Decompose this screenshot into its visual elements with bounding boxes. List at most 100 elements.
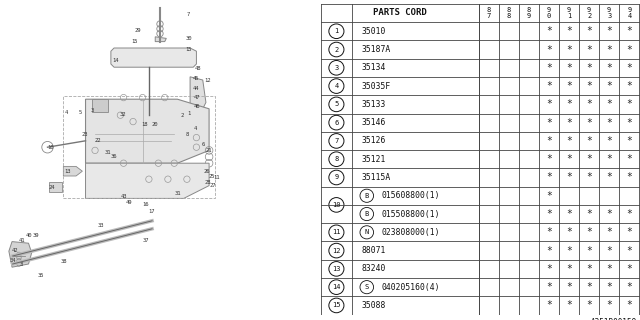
Text: *: *	[546, 26, 552, 36]
Text: 1: 1	[334, 28, 339, 34]
Text: 46: 46	[194, 104, 200, 109]
Text: *: *	[627, 81, 632, 91]
Text: 45: 45	[193, 76, 200, 81]
Text: 39: 39	[33, 233, 39, 238]
Text: 9
1: 9 1	[567, 7, 572, 19]
Text: 35121: 35121	[361, 155, 385, 164]
Text: 3: 3	[91, 108, 94, 113]
Text: 8: 8	[334, 156, 339, 162]
Text: *: *	[546, 227, 552, 237]
Text: 9
4: 9 4	[627, 7, 632, 19]
Text: *: *	[606, 26, 612, 36]
Text: 35134: 35134	[361, 63, 385, 72]
Polygon shape	[86, 163, 209, 198]
Text: 2: 2	[334, 46, 339, 52]
Text: 10: 10	[47, 145, 53, 150]
Text: *: *	[627, 209, 632, 219]
Text: *: *	[586, 81, 592, 91]
Text: 4: 4	[194, 125, 197, 131]
Text: 32: 32	[120, 112, 126, 117]
Text: 88071: 88071	[361, 246, 385, 255]
Text: N: N	[365, 229, 369, 235]
Text: 40: 40	[25, 233, 32, 238]
Text: *: *	[566, 282, 572, 292]
Text: *: *	[586, 264, 592, 274]
Text: *: *	[606, 227, 612, 237]
Text: 5: 5	[78, 110, 81, 115]
Text: 42: 42	[12, 248, 19, 253]
Text: *: *	[606, 44, 612, 54]
Text: *: *	[546, 154, 552, 164]
Text: *: *	[627, 136, 632, 146]
Text: 44: 44	[193, 86, 200, 92]
Text: 23: 23	[82, 132, 88, 137]
Text: 16: 16	[143, 202, 149, 207]
Text: 11: 11	[332, 229, 340, 235]
Text: *: *	[627, 100, 632, 109]
Text: 83240: 83240	[361, 264, 385, 273]
Text: *: *	[566, 264, 572, 274]
Text: 8
9: 8 9	[527, 7, 531, 19]
Polygon shape	[49, 182, 62, 192]
Text: *: *	[546, 209, 552, 219]
Text: *: *	[586, 300, 592, 310]
Text: *: *	[627, 300, 632, 310]
Text: *: *	[566, 26, 572, 36]
Text: 015508800(1): 015508800(1)	[381, 210, 440, 219]
Text: 13: 13	[64, 169, 70, 174]
Text: 8
7: 8 7	[486, 7, 491, 19]
Text: 14: 14	[113, 58, 119, 63]
Text: *: *	[606, 282, 612, 292]
Text: *: *	[586, 136, 592, 146]
Text: 35133: 35133	[361, 100, 385, 109]
Text: *: *	[566, 81, 572, 91]
Text: 3: 3	[20, 261, 23, 267]
Text: *: *	[546, 136, 552, 146]
Text: *: *	[627, 154, 632, 164]
Text: S: S	[365, 284, 369, 290]
Text: *: *	[627, 245, 632, 256]
Polygon shape	[63, 166, 83, 176]
Text: 38: 38	[61, 259, 67, 264]
Text: PARTS CORD: PARTS CORD	[373, 8, 427, 18]
Text: B: B	[365, 193, 369, 199]
Text: 41: 41	[19, 237, 25, 243]
Text: 15: 15	[131, 39, 138, 44]
Text: 21: 21	[205, 148, 212, 153]
Text: *: *	[586, 63, 592, 73]
Text: 7: 7	[187, 12, 190, 17]
Text: *: *	[627, 172, 632, 182]
Text: *: *	[586, 100, 592, 109]
Text: 11: 11	[213, 175, 220, 180]
Text: *: *	[627, 282, 632, 292]
Text: 47: 47	[194, 95, 200, 100]
Text: 015608800(1): 015608800(1)	[381, 191, 440, 200]
Text: *: *	[546, 264, 552, 274]
Text: 13: 13	[332, 266, 340, 272]
Polygon shape	[190, 77, 206, 109]
Polygon shape	[156, 37, 166, 42]
Text: 34: 34	[10, 258, 17, 263]
Text: *: *	[546, 172, 552, 182]
Text: 1: 1	[187, 111, 190, 116]
Text: *: *	[566, 154, 572, 164]
Text: *: *	[566, 209, 572, 219]
Text: A351B00159: A351B00159	[591, 318, 637, 320]
Text: 35187A: 35187A	[361, 45, 390, 54]
Text: 8: 8	[186, 132, 189, 137]
Text: 6: 6	[201, 141, 204, 147]
Text: *: *	[606, 154, 612, 164]
Text: *: *	[546, 63, 552, 73]
Text: 4: 4	[65, 110, 68, 115]
Text: *: *	[586, 209, 592, 219]
Text: 2: 2	[180, 113, 184, 118]
Text: *: *	[586, 154, 592, 164]
Text: *: *	[586, 26, 592, 36]
Text: 22: 22	[95, 138, 102, 143]
Text: 24: 24	[49, 185, 56, 190]
Text: 31: 31	[174, 191, 180, 196]
Text: 35: 35	[38, 273, 44, 278]
Text: *: *	[566, 63, 572, 73]
Polygon shape	[9, 242, 32, 267]
Text: 35115A: 35115A	[361, 173, 390, 182]
